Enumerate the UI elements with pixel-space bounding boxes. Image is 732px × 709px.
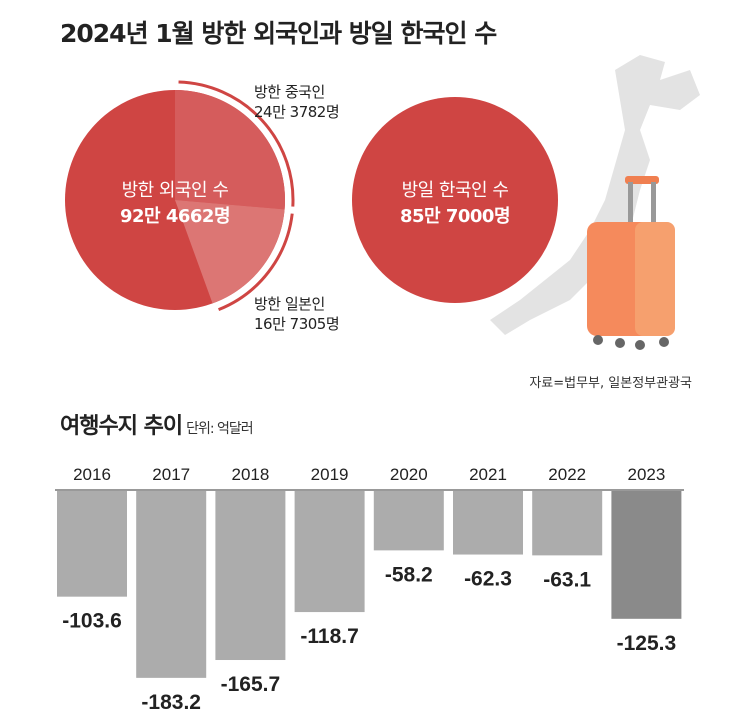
korean-visitors-circle [352, 97, 558, 303]
pie-slice [175, 90, 285, 210]
bar-chart: 2016 -103.6 2017 -183.2 2018 -165.7 2019 -118.7… [55, 465, 684, 709]
japan-label: 방한 일본인 16만 7305명 [254, 294, 340, 334]
value-label: -58.2 [385, 563, 433, 586]
pie-slice [175, 200, 285, 304]
year-label: 2017 [152, 465, 190, 484]
korean-circle-value: 85만 7000명 [399, 206, 511, 227]
japan-map-icon [490, 55, 700, 335]
value-label: -103.6 [62, 610, 122, 633]
visual-layer [65, 55, 700, 350]
pie-center-value: 92만 4662명 [119, 206, 231, 227]
china-label-value: 24만 3782명 [254, 103, 340, 121]
page-title: 2024년 1월 방한 외국인과 방일 한국인 수 [60, 19, 497, 48]
value-label: -183.2 [141, 691, 201, 709]
year-label: 2022 [548, 465, 586, 484]
value-label: -125.3 [617, 632, 677, 655]
bar [532, 491, 603, 556]
bar [215, 491, 286, 661]
bar [453, 491, 523, 555]
year-label: 2018 [231, 465, 269, 484]
year-label: 2019 [311, 465, 349, 484]
chart-title-text: 여행수지 추이 [60, 414, 183, 439]
pie-slice-arc [218, 213, 294, 312]
bar [294, 491, 365, 613]
year-label: 2020 [390, 465, 428, 484]
pie-slice-arc [178, 80, 295, 207]
chart-title: 여행수지 추이 단위: 억달러 [60, 408, 254, 440]
value-label: -165.7 [221, 673, 281, 696]
korean-circle-title: 방일 한국인 수 [401, 180, 509, 201]
bar [373, 491, 444, 551]
pie-center-label: 방한 외국인 수 92만 4662명 [75, 178, 275, 230]
value-label: -118.7 [300, 625, 358, 648]
bar [136, 491, 207, 678]
year-label: 2021 [469, 465, 507, 484]
bar [57, 491, 127, 597]
china-label-name: 방한 중국인 [254, 83, 325, 101]
japan-label-name: 방한 일본인 [254, 295, 325, 313]
bar [611, 491, 682, 619]
china-label: 방한 중국인 24만 3782명 [254, 82, 340, 122]
suitcase-icon [587, 176, 675, 350]
korean-circle-label: 방일 한국인 수 85만 7000명 [355, 178, 555, 230]
unit-label: 단위: 억달러 [186, 421, 254, 437]
value-label: -62.3 [464, 568, 512, 591]
value-label: -63.1 [543, 568, 591, 591]
year-label: 2016 [73, 465, 111, 484]
year-label: 2023 [627, 465, 665, 484]
pie-center-title: 방한 외국인 수 [121, 180, 229, 201]
japan-label-value: 16만 7305명 [254, 315, 340, 333]
source-note: 자료=법무부, 일본정부관광국 [529, 376, 692, 391]
